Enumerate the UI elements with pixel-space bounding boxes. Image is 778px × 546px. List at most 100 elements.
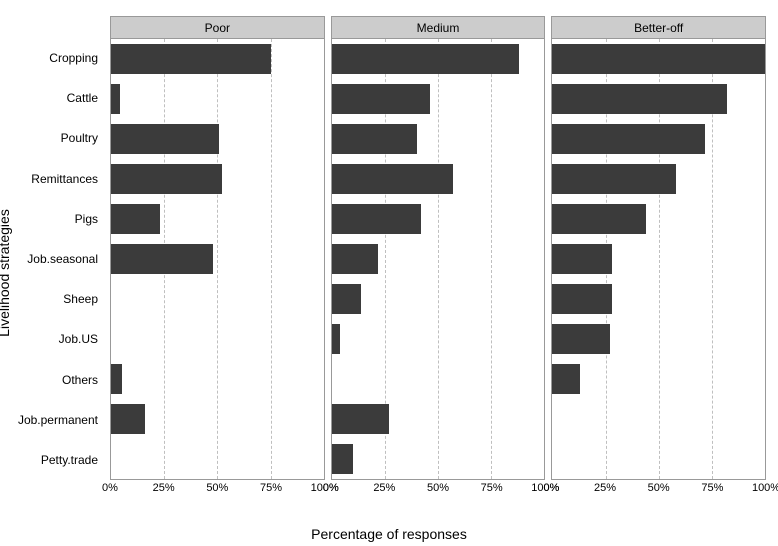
row-band — [332, 199, 545, 239]
y-tick-label: Job.US — [59, 332, 104, 346]
bar — [552, 284, 612, 314]
facet-strip: Medium — [331, 16, 546, 38]
facet-panel — [110, 38, 325, 480]
faceted-bar-chart: Livelihood strategies Percentage of resp… — [0, 0, 778, 546]
x-tick-label: 25% — [594, 482, 616, 494]
row-band — [332, 159, 545, 199]
bar — [111, 44, 271, 74]
row-band — [552, 119, 765, 159]
row-band — [552, 279, 765, 319]
bar — [332, 404, 389, 434]
bar — [111, 164, 222, 194]
facet-strip: Better-off — [551, 16, 766, 38]
bar — [111, 364, 122, 394]
bar — [332, 444, 353, 474]
x-tick-row: 0%25%50%75%100% — [551, 480, 766, 498]
bar — [111, 84, 120, 114]
bar — [552, 84, 726, 114]
facet-panel — [331, 38, 546, 480]
row-band — [111, 279, 324, 319]
facet: Poor0%25%50%75%100% — [110, 16, 325, 498]
row-band — [332, 239, 545, 279]
row-band — [111, 39, 324, 79]
row-band — [332, 319, 545, 359]
bar — [332, 204, 421, 234]
y-tick-label: Job.permanent — [18, 413, 104, 427]
bar — [332, 324, 341, 354]
x-tick-label: 25% — [373, 482, 395, 494]
x-axis-title: Percentage of responses — [311, 526, 467, 542]
plot-area: Poor0%25%50%75%100%Medium0%25%50%75%100%… — [110, 16, 766, 498]
row-band — [552, 159, 765, 199]
bar — [552, 204, 646, 234]
y-tick-labels: Cropping Cattle Poultry Remittances Pigs Job.… — [0, 38, 104, 480]
row-band — [111, 239, 324, 279]
y-tick-label: Cropping — [49, 51, 104, 65]
row-band — [332, 119, 545, 159]
row-band — [332, 279, 545, 319]
bar — [552, 324, 609, 354]
y-tick-label: Sheep — [63, 292, 104, 306]
row-band — [111, 319, 324, 359]
row-band — [332, 399, 545, 439]
x-tick-row: 0%25%50%75%100% — [110, 480, 325, 498]
y-tick-label: Remittances — [31, 172, 104, 186]
row-band — [332, 359, 545, 399]
x-tick-label: 100% — [752, 482, 778, 494]
bar — [552, 244, 612, 274]
row-band — [111, 439, 324, 479]
x-tick-label: 50% — [427, 482, 449, 494]
bar — [332, 124, 417, 154]
x-tick-label: 75% — [260, 482, 282, 494]
row-band — [552, 239, 765, 279]
row-band — [111, 159, 324, 199]
y-tick-label: Others — [62, 373, 104, 387]
bar — [332, 244, 379, 274]
facet-strip: Poor — [110, 16, 325, 38]
bar — [111, 244, 213, 274]
row-band — [111, 119, 324, 159]
x-tick-label: 75% — [701, 482, 723, 494]
x-tick-label: 50% — [648, 482, 670, 494]
y-tick-label: Cattle — [67, 91, 104, 105]
x-tick-label: 25% — [153, 482, 175, 494]
bar — [552, 44, 765, 74]
row-band — [111, 199, 324, 239]
row-band — [111, 399, 324, 439]
bar — [111, 124, 219, 154]
y-tick-label: Poultry — [61, 131, 104, 145]
row-band — [332, 39, 545, 79]
row-band — [332, 79, 545, 119]
facet: Better-off0%25%50%75%100% — [551, 16, 766, 498]
bar — [552, 364, 580, 394]
y-tick-label: Petty.trade — [41, 453, 104, 467]
x-tick-label: 50% — [206, 482, 228, 494]
y-tick-label: Pigs — [75, 212, 104, 226]
row-band — [111, 359, 324, 399]
bar — [332, 44, 519, 74]
row-band — [552, 399, 765, 439]
row-band — [552, 359, 765, 399]
bar — [552, 124, 705, 154]
row-band — [552, 39, 765, 79]
row-band — [332, 439, 545, 479]
x-tick-label: 0% — [543, 482, 559, 494]
bar — [111, 204, 160, 234]
row-band — [552, 79, 765, 119]
x-tick-label: 0% — [102, 482, 118, 494]
bar — [332, 284, 362, 314]
bar — [332, 164, 453, 194]
facet-panel — [551, 38, 766, 480]
row-band — [552, 319, 765, 359]
x-tick-label: 75% — [481, 482, 503, 494]
y-tick-label: Job.seasonal — [27, 252, 104, 266]
row-band — [552, 439, 765, 479]
bar — [332, 84, 430, 114]
x-tick-row: 0%25%50%75%100% — [331, 480, 546, 498]
row-band — [111, 79, 324, 119]
bar — [552, 164, 675, 194]
facet: Medium0%25%50%75%100% — [331, 16, 546, 498]
bar — [111, 404, 145, 434]
x-tick-label: 0% — [323, 482, 339, 494]
row-band — [552, 199, 765, 239]
